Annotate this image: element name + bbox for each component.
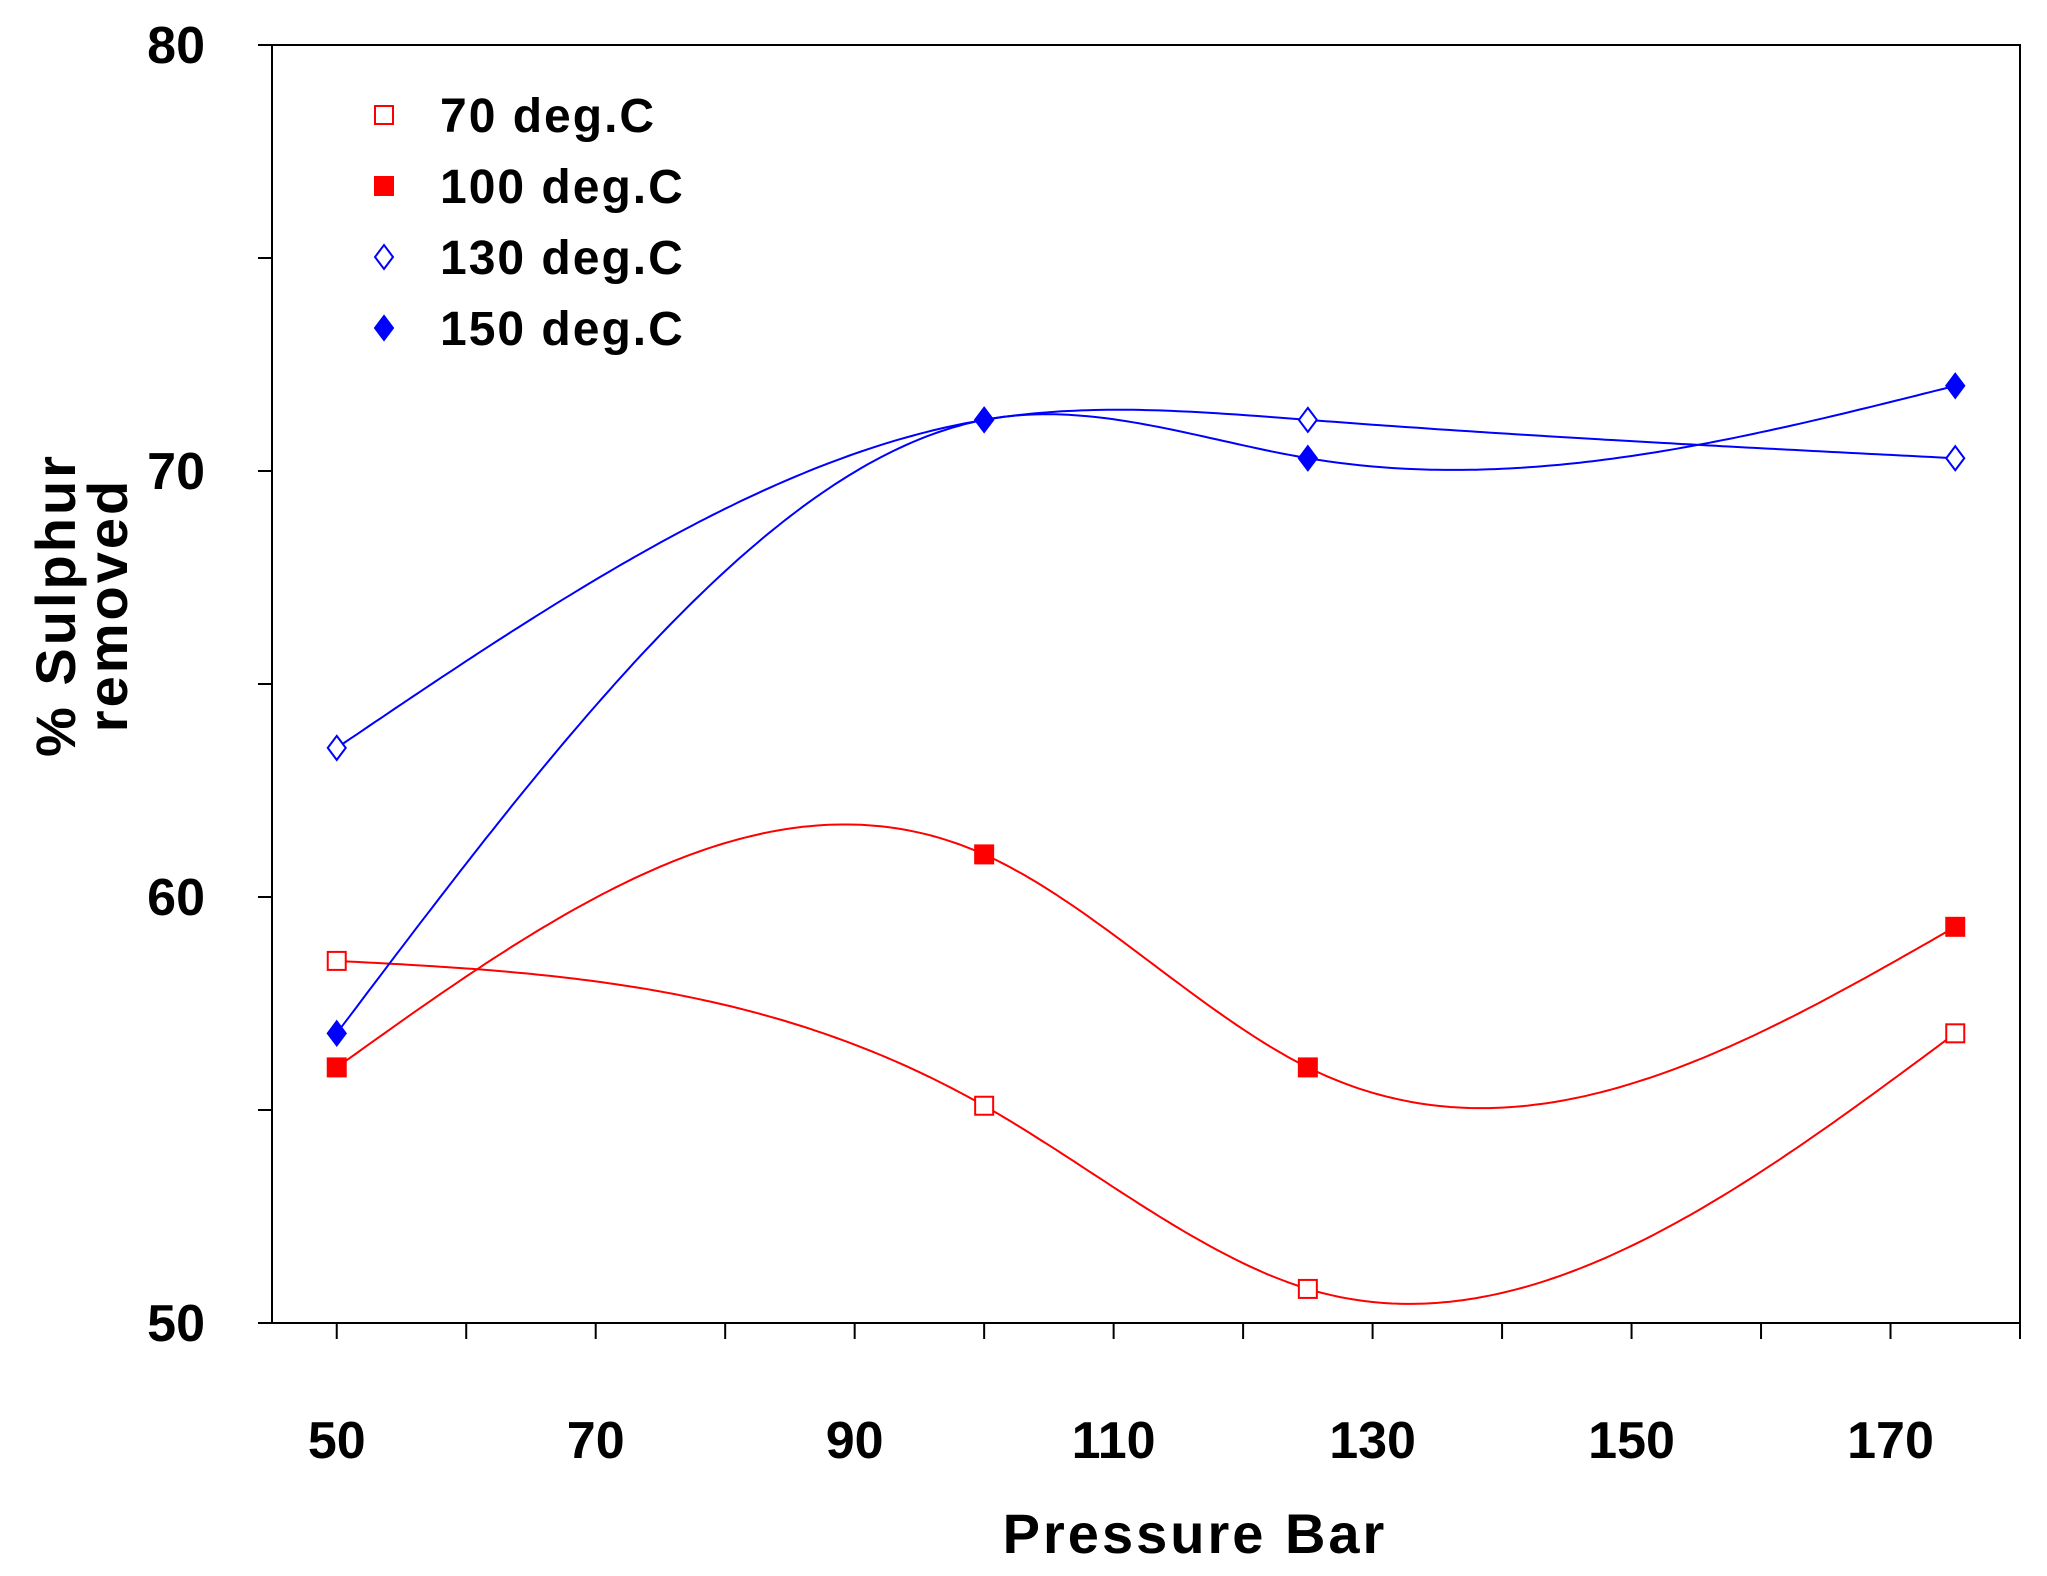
data-point	[974, 1095, 995, 1116]
series-line	[335, 384, 1956, 1034]
data-point	[326, 1019, 347, 1047]
data-point	[974, 844, 995, 865]
data-point	[1945, 444, 1966, 472]
data-point	[1297, 1057, 1318, 1078]
x-tick-label: 170	[1847, 1412, 1934, 1470]
y-tick-label: 80	[147, 17, 205, 75]
data-point	[326, 1057, 347, 1078]
series-line	[336, 408, 1956, 749]
data-point	[1945, 916, 1966, 937]
x-tick-label: 150	[1588, 1412, 1675, 1470]
x-axis: 50 70 90 110 130 150 170	[308, 1323, 2021, 1470]
data-point	[1297, 444, 1319, 472]
x-tick-label: 70	[567, 1412, 625, 1470]
y-axis: 50 60 70 80	[147, 17, 272, 1353]
series-markers	[326, 372, 1966, 1299]
legend-marker	[373, 243, 395, 271]
data-point	[326, 734, 347, 762]
data-point	[973, 406, 995, 434]
legend-marker	[374, 176, 394, 196]
data-point	[326, 950, 347, 971]
y-axis-title: % Sulphur removed	[24, 453, 139, 757]
y-axis-title-line-2: removed	[76, 478, 139, 732]
series-curves	[335, 384, 1956, 1305]
x-axis-title: Pressure Bar	[1003, 1502, 1388, 1565]
data-point	[1945, 372, 1966, 400]
data-point	[1297, 1278, 1318, 1299]
x-tick-label: 130	[1329, 1412, 1416, 1470]
y-tick-label: 70	[147, 443, 205, 501]
y-axis-title-line-1: % Sulphur	[24, 453, 87, 757]
y-tick-label: 50	[147, 1295, 205, 1353]
series-line	[336, 959, 1956, 1305]
legend-label: 70 deg.C	[440, 90, 656, 143]
legend: 70 deg.C 100 deg.C 130 deg.C 150 deg.C	[373, 90, 685, 356]
series-line	[336, 823, 1956, 1110]
data-point	[1945, 1023, 1966, 1044]
legend-label: 100 deg.C	[440, 161, 685, 214]
legend-label: 150 deg.C	[440, 303, 685, 356]
legend-marker	[374, 105, 394, 125]
x-tick-label: 50	[308, 1412, 366, 1470]
y-tick-label: 60	[147, 869, 205, 927]
legend-marker	[373, 314, 395, 342]
legend-label: 130 deg.C	[440, 232, 685, 285]
x-tick-label: 110	[1072, 1412, 1156, 1470]
x-tick-label: 90	[826, 1412, 884, 1470]
data-point	[1297, 406, 1319, 434]
